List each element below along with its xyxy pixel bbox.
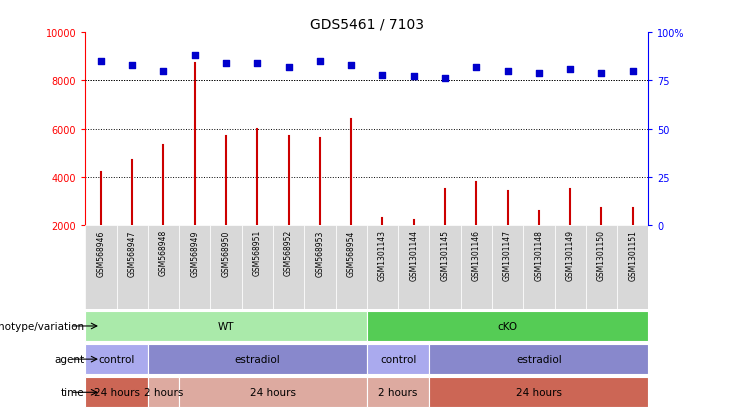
Bar [179, 225, 210, 310]
Bar [367, 344, 429, 374]
Bar [586, 225, 617, 310]
Point [408, 74, 419, 81]
Text: GSM568948: GSM568948 [159, 230, 168, 276]
Text: estradiol: estradiol [516, 354, 562, 364]
Text: GSM568953: GSM568953 [316, 230, 325, 276]
Point [627, 68, 639, 75]
Title: GDS5461 / 7103: GDS5461 / 7103 [310, 18, 424, 32]
Text: GSM568951: GSM568951 [253, 230, 262, 276]
Text: GSM1301144: GSM1301144 [409, 230, 418, 280]
Bar [305, 225, 336, 310]
Bar [398, 225, 429, 310]
Point [471, 64, 482, 71]
Text: agent: agent [54, 354, 84, 364]
Point [189, 53, 201, 59]
Text: GSM1301150: GSM1301150 [597, 230, 606, 280]
Bar [461, 225, 492, 310]
Bar [429, 225, 461, 310]
Text: 24 hours: 24 hours [93, 387, 139, 397]
Text: GSM568949: GSM568949 [190, 230, 199, 276]
Text: GSM1301148: GSM1301148 [534, 230, 543, 280]
Text: 2 hours: 2 hours [379, 387, 418, 397]
Text: GSM1301146: GSM1301146 [472, 230, 481, 280]
Point [439, 76, 451, 83]
Point [126, 62, 138, 69]
Point [376, 72, 388, 79]
Text: cKO: cKO [497, 321, 518, 331]
Point [533, 70, 545, 77]
Text: 24 hours: 24 hours [516, 387, 562, 397]
Text: control: control [99, 354, 135, 364]
Text: GSM1301149: GSM1301149 [565, 230, 575, 280]
Point [158, 68, 170, 75]
Text: GSM1301151: GSM1301151 [628, 230, 637, 280]
Bar [367, 311, 648, 341]
Bar [523, 225, 554, 310]
Bar [85, 311, 367, 341]
Bar [617, 225, 648, 310]
Text: GSM1301145: GSM1301145 [440, 230, 450, 280]
Point [282, 64, 294, 71]
Bar [336, 225, 367, 310]
Bar [554, 225, 586, 310]
Bar [429, 377, 648, 407]
Point [596, 70, 608, 77]
Text: genotype/variation: genotype/variation [0, 321, 84, 331]
Bar [147, 344, 367, 374]
Text: GSM568946: GSM568946 [96, 230, 105, 276]
Bar [242, 225, 273, 310]
Bar [147, 225, 179, 310]
Bar [429, 344, 648, 374]
Bar [367, 225, 398, 310]
Text: GSM1301143: GSM1301143 [378, 230, 387, 280]
Point [502, 68, 514, 75]
Text: WT: WT [218, 321, 234, 331]
Point [95, 59, 107, 65]
Bar [85, 377, 147, 407]
Text: GSM568954: GSM568954 [347, 230, 356, 276]
Text: GSM1301147: GSM1301147 [503, 230, 512, 280]
Text: GSM568952: GSM568952 [284, 230, 293, 276]
Bar [116, 225, 147, 310]
Text: estradiol: estradiol [234, 354, 280, 364]
Bar [85, 344, 147, 374]
Point [251, 61, 263, 67]
Text: GSM568950: GSM568950 [222, 230, 230, 276]
Text: 24 hours: 24 hours [250, 387, 296, 397]
Bar [492, 225, 523, 310]
Text: GSM568947: GSM568947 [127, 230, 136, 276]
Bar [210, 225, 242, 310]
Bar [367, 377, 429, 407]
Text: time: time [61, 387, 84, 397]
Point [564, 66, 576, 73]
Bar [179, 377, 367, 407]
Point [345, 62, 357, 69]
Bar [85, 225, 116, 310]
Text: 2 hours: 2 hours [144, 387, 183, 397]
Text: control: control [380, 354, 416, 364]
Point [220, 61, 232, 67]
Bar [273, 225, 305, 310]
Point [314, 59, 326, 65]
Bar [147, 377, 179, 407]
